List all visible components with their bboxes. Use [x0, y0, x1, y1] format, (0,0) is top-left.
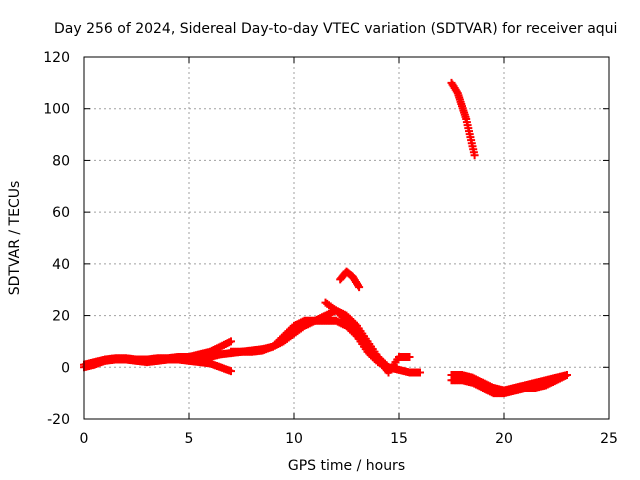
y-tick-label: -20: [47, 412, 70, 428]
y-tick-label: 20: [52, 309, 70, 325]
data-point: [227, 337, 235, 346]
y-tick-label: 80: [52, 153, 70, 169]
y-tick-label: 0: [61, 360, 70, 376]
data-point: [416, 368, 424, 377]
data-point: [405, 352, 414, 361]
x-tick-label: 15: [390, 431, 408, 447]
y-tick-label: 60: [52, 205, 70, 221]
chart-title: Day 256 of 2024, Sidereal Day-to-day VTE…: [54, 21, 617, 37]
y-axis-label: SDTVAR / TECUs: [7, 181, 23, 296]
x-tick-label: 0: [80, 431, 89, 447]
data-marks: [80, 78, 571, 398]
axis-ticks: 0 5 10 15 20 25 -20 0 20 40 60 80 100 120: [43, 50, 618, 447]
y-tick-label: 120: [43, 50, 70, 66]
x-tick-label: 10: [285, 431, 303, 447]
x-tick-label: 5: [185, 431, 194, 447]
plot-frame: [83, 56, 610, 420]
data-point: [563, 371, 571, 380]
x-axis-label: GPS time / hours: [288, 458, 405, 474]
data-point: [470, 151, 479, 160]
series-track-b: [80, 337, 235, 369]
series-track-e: [321, 298, 414, 377]
x-tick-label: 25: [600, 431, 618, 447]
data-point: [355, 283, 364, 292]
series-track-g: [447, 78, 479, 160]
y-tick-label: 40: [52, 257, 70, 273]
y-tick-label: 100: [43, 102, 70, 118]
data-point: [227, 367, 235, 376]
series-track-i: [447, 371, 571, 398]
series-track-f: [336, 267, 364, 292]
grid-lines: [84, 57, 609, 419]
x-tick-label: 20: [495, 431, 513, 447]
